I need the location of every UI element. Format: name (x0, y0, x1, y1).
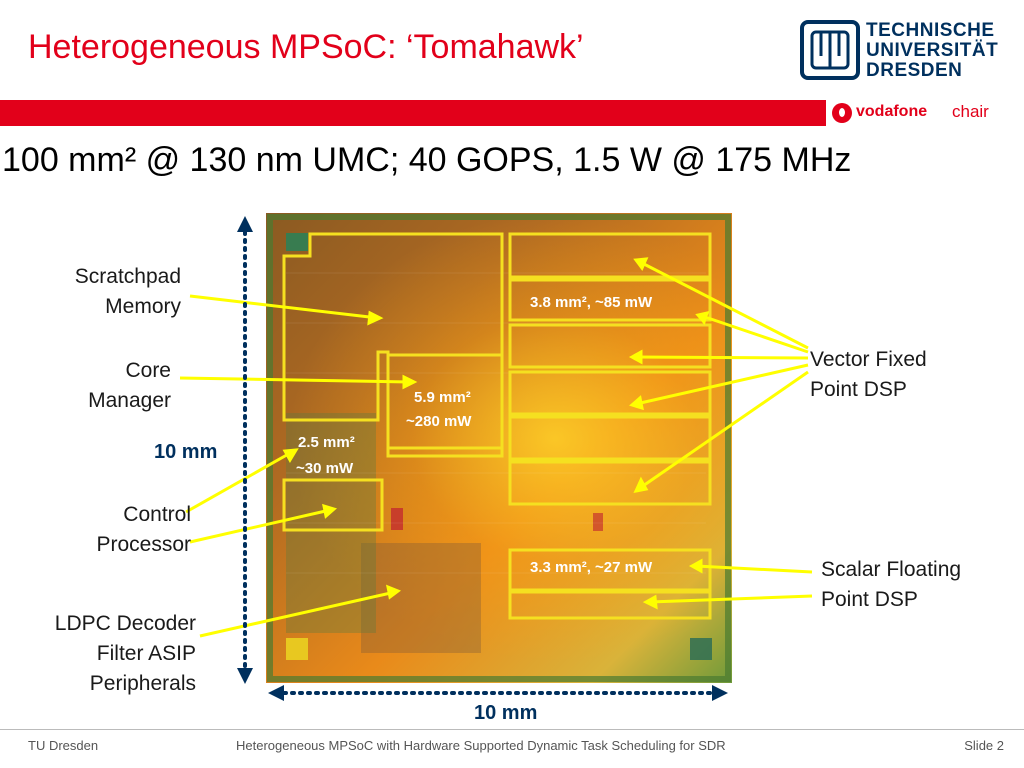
label-line: Manager (88, 389, 171, 412)
vodafone-chair-logo: vodafone chair (826, 100, 1024, 126)
label-line: Memory (105, 295, 181, 318)
vodafone-name: vodafone (856, 103, 928, 120)
annotation-control-area: 2.5 mm² (298, 434, 355, 451)
label-line: LDPC Decoder (54, 612, 196, 635)
label-line: Control (123, 503, 191, 526)
university-name-line1: TECHNISCHE (866, 20, 995, 41)
footer-divider (0, 729, 1024, 730)
vector-dsp-block (508, 232, 712, 279)
label-line: Peripherals (89, 672, 196, 695)
arrow-control-2 (189, 508, 331, 544)
core-manager-block (386, 353, 504, 458)
vector-dsp-block (508, 415, 712, 461)
arrow-scalar-1 (695, 564, 813, 574)
arrow-core-manager (179, 376, 411, 384)
arrow-vector-1 (639, 260, 809, 350)
arrow-scratchpad (189, 294, 379, 320)
annotation-core-manager-area: 5.9 mm² (414, 389, 471, 406)
vector-dsp-block (508, 323, 712, 369)
label-line: Point DSP (810, 378, 907, 401)
vector-dsp-block (508, 460, 712, 506)
label-vector-fixed-point-dsp: Vector Fixed Point DSP (810, 345, 927, 405)
label-line: Filter ASIP (96, 642, 196, 665)
scalar-dsp-block (508, 590, 712, 620)
label-line: Scalar Floating (821, 558, 962, 581)
width-arrow-right-icon (712, 685, 728, 701)
width-dimension-label: 10 mm (474, 702, 538, 724)
university-name-line3: DRESDEN (866, 60, 963, 81)
arrow-control-1 (185, 450, 293, 514)
annotation-core-manager-power: ~280 mW (406, 413, 472, 430)
label-line: Core (125, 359, 171, 382)
height-arrow-bottom-icon (237, 668, 253, 684)
slide-title: Heterogeneous MPSoC: ‘Tomahawk’ (28, 28, 584, 66)
arrow-vector-3 (635, 355, 809, 360)
arrow-vector-4 (635, 363, 809, 406)
footer-center: Heterogeneous MPSoC with Hardware Suppor… (236, 738, 726, 753)
label-line: Vector Fixed (810, 348, 927, 371)
university-name-line2: UNIVERSITÄT (866, 40, 999, 61)
width-arrow-left-icon (268, 685, 284, 701)
control-processor-block (282, 478, 384, 532)
height-arrow-top-icon (237, 216, 253, 232)
slide-subtitle: 100 mm² @ 130 nm UMC; 40 GOPS, 1.5 W @ 1… (2, 141, 852, 179)
footer-left: TU Dresden (28, 738, 99, 753)
arrow-vector-5 (639, 370, 809, 490)
label-core-manager: Core Manager (88, 356, 171, 416)
label-ldpc-decoder: LDPC Decoder Filter ASIP Peripherals (55, 609, 196, 699)
vector-dsp-block (508, 278, 712, 322)
label-line: Point DSP (821, 588, 918, 611)
vodafone-mark-icon (832, 103, 852, 123)
arrow-ldpc (199, 590, 396, 638)
label-scalar-floating-point-dsp: Scalar Floating Point DSP (821, 555, 961, 615)
label-control-processor: Control Processor (96, 500, 191, 560)
footer-slide-number: Slide 2 (964, 738, 1004, 753)
tu-dresden-logo-icon (800, 20, 860, 85)
annotation-vector-dsp: 3.8 mm², ~85 mW (530, 294, 653, 311)
vodafone-chair-suffix: chair (952, 102, 989, 121)
annotation-scalar-dsp: 3.3 mm², ~27 mW (530, 559, 653, 576)
arrow-scalar-2 (649, 594, 813, 604)
arrow-vector-2 (701, 314, 809, 354)
label-line: Processor (96, 533, 191, 556)
label-line: Scratchpad (74, 265, 181, 288)
height-dimension-label: 10 mm (154, 441, 218, 463)
scalar-dsp-block (508, 548, 712, 592)
vector-dsp-block (508, 370, 712, 416)
label-scratchpad-memory: Scratchpad Memory (75, 262, 181, 322)
annotation-control-power: ~30 mW (296, 460, 354, 477)
